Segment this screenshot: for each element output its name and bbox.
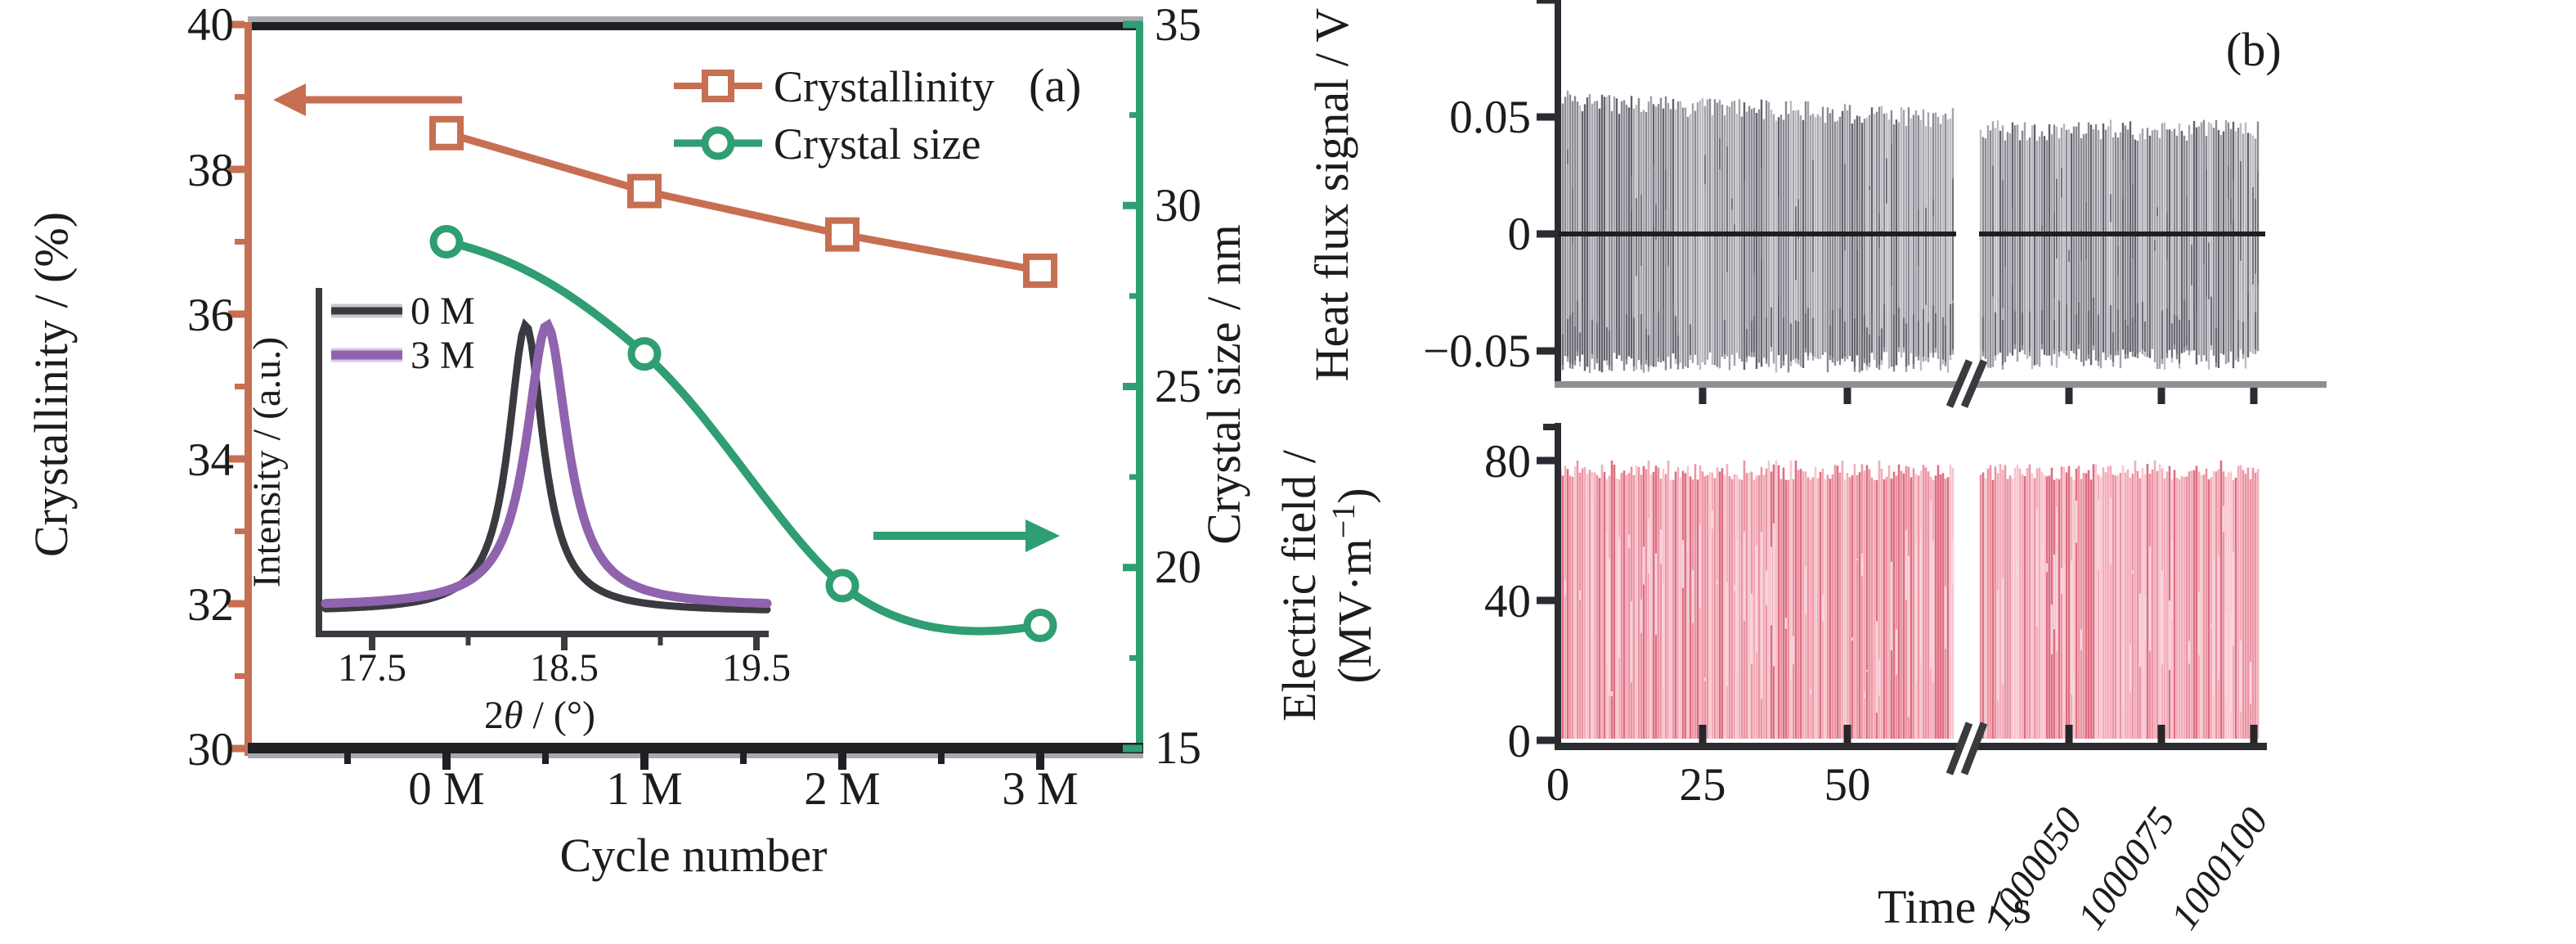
x-tick-0m: 0 M <box>408 763 484 815</box>
crystallinity-point-marker <box>1023 253 1057 288</box>
left-tick-38: 38 <box>187 145 234 196</box>
electric-field-break-slash-icon <box>1945 721 1973 775</box>
legend-crystallinity-marker-icon <box>702 70 734 102</box>
x-tick-3m: 3 M <box>1002 763 1078 815</box>
right-tick-35: 35 <box>1155 0 1201 51</box>
inset-x-title-suffix: / (°) <box>523 694 596 737</box>
inset-x-axis-title: 2θ / (°) <box>484 694 595 737</box>
time-tick-1000100: 1000100 <box>2162 800 2277 937</box>
electric-field-tick-80: 80 <box>1484 436 1531 488</box>
inset-x-title-theta: θ <box>504 694 523 737</box>
heat-flux-tick-0: 0 <box>1508 209 1532 260</box>
electric-field-y-axis-title-line1: Electric field / <box>1272 449 1326 721</box>
crystal-size-point-marker <box>825 569 859 603</box>
crystallinity-point-marker <box>825 217 859 252</box>
heat-flux-zero-line-left <box>1558 232 1956 236</box>
heat-flux-tick-neg0_05: −0.05 <box>1423 326 1531 377</box>
inset-x-tick-19_5: 19.5 <box>722 646 791 690</box>
panel-a-top-border-shadow <box>248 16 1143 22</box>
left-axis-title: Crystallinity / (%) <box>25 212 78 557</box>
electric-field-y-axis-line <box>1555 423 1561 750</box>
electric-field-y-axis-title-line2: (MV·m−1) <box>1325 488 1381 683</box>
time-tick-1000075: 1000075 <box>2069 800 2183 937</box>
field-unit-superscript: −1 <box>1325 504 1362 539</box>
crystallinity-point-marker <box>429 115 464 151</box>
panel-a-inset: 0 M 3 M 17.5 18.5 19.5 2θ / (°) Intensit… <box>245 288 791 737</box>
panel-a-bottom-border-shadow <box>248 753 1143 758</box>
inset-curve-0m <box>321 317 771 614</box>
electric-field-tick-40: 40 <box>1484 576 1531 627</box>
heat-flux-y-axis-title: Heat flux signal / V <box>1305 8 1358 382</box>
crystal-size-point-marker <box>627 337 662 371</box>
left-tick-36: 36 <box>187 290 234 341</box>
panel-a-x-axis-title: Cycle number <box>560 829 828 882</box>
left-tick-30: 30 <box>187 724 234 775</box>
inset-x-title-prefix: 2 <box>484 694 504 737</box>
electric-field-tick-0: 0 <box>1508 716 1532 767</box>
crystal-size-point-marker <box>1023 609 1057 643</box>
heat-flux-break-slash-icon <box>1960 359 1988 408</box>
panel-a-top-border <box>248 22 1143 30</box>
right-tick-25: 25 <box>1155 361 1201 412</box>
left-tick-32: 32 <box>187 579 234 631</box>
panel-b-ticks <box>1537 0 2258 744</box>
right-tick-15: 15 <box>1155 722 1201 774</box>
legend-label-crystallinity: Crystallinity <box>774 62 994 111</box>
axis-break-marks <box>1945 359 1988 775</box>
time-tick-50: 50 <box>1824 759 1871 811</box>
panel-b-x-axis-title: Time / s <box>1878 880 2031 933</box>
heat-flux-tick-0_05: 0.05 <box>1449 92 1531 143</box>
left-tick-40: 40 <box>187 0 234 51</box>
heat-flux-break-slash-icon <box>1945 359 1973 408</box>
inset-legend-label-0m: 0 M <box>411 290 475 333</box>
right-tick-20: 20 <box>1155 542 1201 593</box>
right-axis-arrow-head-icon <box>1025 519 1060 552</box>
x-tick-2m: 2 M <box>804 763 880 815</box>
panel-a-arrows <box>273 83 1060 552</box>
inset-x-tick-18_5: 18.5 <box>530 646 599 690</box>
electric-field-x-axis-line <box>1555 743 2267 750</box>
panel-a-tag: (a) <box>1029 59 1081 112</box>
crystallinity-line <box>445 129 1041 275</box>
x-tick-1m: 1 M <box>606 763 682 815</box>
time-tick-0: 0 <box>1546 759 1570 811</box>
panel-a-series <box>429 115 1057 643</box>
heat-flux-y-axis-line <box>1555 0 1561 388</box>
left-tick-34: 34 <box>187 434 234 486</box>
panel-a-bottom-axis-line <box>248 743 1143 753</box>
electric-field-signal <box>1559 461 2260 739</box>
inset-curve-3m <box>321 318 772 609</box>
field-unit-prefix: (MV·m <box>1328 538 1381 683</box>
field-unit-suffix: ) <box>1328 488 1381 503</box>
inset-legend-label-3m: 3 M <box>411 334 475 377</box>
inset-xrd-curves <box>321 317 772 614</box>
crystal-size-curve <box>445 237 1041 636</box>
panel-a-left-axis-line <box>245 22 252 756</box>
inset-x-axis-line <box>316 631 769 637</box>
inset-ticks <box>369 637 760 650</box>
right-tick-30: 30 <box>1155 180 1201 232</box>
crystal-size-point-marker <box>429 225 464 258</box>
crystallinity-point-marker <box>627 173 662 209</box>
legend-label-crystal-size: Crystal size <box>774 119 981 169</box>
electric-field-break-slash-icon <box>1960 721 1988 775</box>
panel-a-axis-text: 40 38 36 34 32 30 35 30 25 20 15 0 M 1 M… <box>25 0 1250 882</box>
inset-x-tick-17_5: 17.5 <box>338 646 406 690</box>
panel-a-ticks <box>228 20 1142 770</box>
panel-a-legend: Crystallinity Crystal size (a) <box>674 59 1081 169</box>
inset-y-axis-title: Intensity / (a.u.) <box>245 337 289 588</box>
time-tick-25: 25 <box>1680 759 1726 811</box>
right-axis-title: Crystal size / nm <box>1197 224 1250 544</box>
left-axis-arrow-head-icon <box>273 83 306 116</box>
panel-b-tag: (b) <box>2226 23 2282 76</box>
legend-crystal-size-marker-icon <box>701 126 735 160</box>
heat-flux-zero-line-right <box>1979 232 2265 236</box>
heat-flux-x-axis-line <box>1555 381 2327 388</box>
panel-b-frame <box>1555 0 2327 750</box>
inset-y-axis-line <box>316 288 322 637</box>
